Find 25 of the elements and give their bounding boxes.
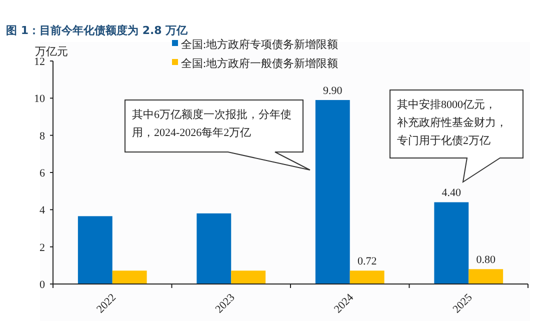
bar bbox=[434, 202, 469, 284]
bar bbox=[231, 270, 266, 284]
y-tick-label: 2 bbox=[40, 242, 45, 254]
data-label: 9.90 bbox=[323, 85, 343, 98]
y-tick-label: 6 bbox=[40, 168, 46, 180]
data-label: 4.40 bbox=[442, 187, 462, 200]
y-tick-label: 12 bbox=[34, 56, 45, 68]
bar bbox=[468, 269, 504, 284]
data-label: 0.80 bbox=[476, 254, 496, 266]
chart-title: 图 1：目前今年化债额度为 2.8 万亿 bbox=[6, 24, 189, 37]
annotation: 其中安排8000亿元，补充政府性基金财力，专门用于化债2万亿 bbox=[397, 98, 507, 147]
y-tick-label: 4 bbox=[40, 204, 46, 217]
y-axis-title: 万亿元 bbox=[35, 46, 68, 58]
bar bbox=[196, 213, 232, 284]
data-label: 0.72 bbox=[357, 256, 377, 268]
y-tick-label: 0 bbox=[40, 279, 46, 291]
bar bbox=[78, 216, 112, 284]
legend-label: 全国:地方政府专项债务新增限额 bbox=[181, 38, 338, 51]
legend-label: 全国:地方政府一般债务新增限额 bbox=[181, 57, 338, 70]
bar bbox=[112, 270, 147, 284]
y-tick-label: 10 bbox=[34, 93, 46, 106]
bar bbox=[350, 270, 384, 284]
y-tick-label: 8 bbox=[40, 130, 46, 142]
bar bbox=[315, 100, 350, 284]
annotation: 其中6万亿额度一次报批，分年使用，2024-2026每年2万亿 bbox=[132, 108, 292, 139]
